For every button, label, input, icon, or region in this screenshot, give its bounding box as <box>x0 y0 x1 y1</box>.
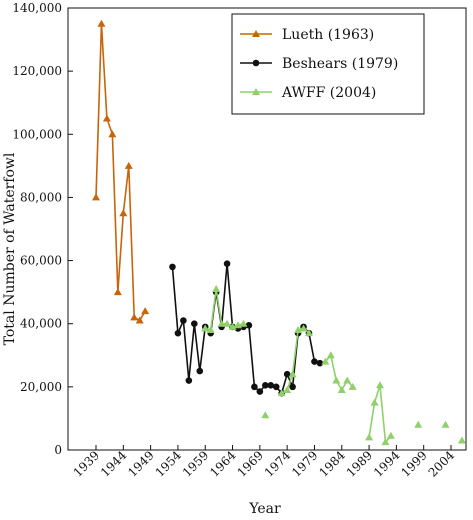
x-tick-label: 1949 <box>125 448 156 479</box>
data-point <box>321 357 330 365</box>
legend-swatch-marker <box>252 59 260 67</box>
y-tick-label: 80,000 <box>20 190 62 204</box>
data-point <box>299 324 308 332</box>
legend-label: AWFF (2004) <box>281 85 376 101</box>
data-point <box>185 377 193 384</box>
x-tick-label: 1999 <box>398 448 429 479</box>
x-tick-label: 1979 <box>289 448 320 479</box>
series-line <box>324 354 354 391</box>
y-tick-label: 140,000 <box>12 1 62 15</box>
data-point <box>261 411 270 419</box>
data-point <box>245 321 253 329</box>
data-point <box>441 420 450 428</box>
x-axis-title: Year <box>248 501 281 517</box>
data-point <box>119 209 128 217</box>
data-point <box>311 358 318 365</box>
data-point <box>370 398 379 406</box>
y-tick-label: 100,000 <box>12 127 62 141</box>
data-point <box>124 161 133 169</box>
data-point <box>141 307 150 315</box>
legend-label: Lueth (1963) <box>282 27 374 43</box>
data-point <box>169 263 176 271</box>
x-tick-label: 1994 <box>371 448 403 480</box>
data-point <box>196 367 204 375</box>
legend-swatch-marker <box>252 30 260 37</box>
data-point <box>386 431 395 439</box>
x-tick-label: 1959 <box>180 448 211 479</box>
data-point <box>108 130 117 138</box>
data-point <box>332 376 341 384</box>
data-point <box>102 114 111 122</box>
legend-swatch-marker <box>252 88 260 95</box>
x-tick-label: 1984 <box>316 448 348 480</box>
data-point <box>337 386 346 394</box>
series-line <box>95 22 146 322</box>
data-point <box>174 329 182 337</box>
legend-label: Beshears (1979) <box>282 56 398 72</box>
data-point <box>206 326 215 334</box>
series-lueth-1963 <box>92 19 150 324</box>
y-tick-label: 20,000 <box>20 380 62 394</box>
plot-frame <box>67 7 467 451</box>
data-point <box>457 436 466 444</box>
series-line <box>368 384 392 443</box>
data-point <box>283 370 291 378</box>
data-point <box>212 284 221 292</box>
series-awff-2004 <box>201 284 466 446</box>
series-beshears-1979 <box>169 260 324 397</box>
x-tick-label: 1944 <box>98 448 130 480</box>
data-point <box>316 359 324 367</box>
x-tick-label: 1974 <box>262 448 294 480</box>
chart-legend: Lueth (1963) Beshears (1979) AWFF (2004) <box>231 13 425 115</box>
data-point <box>277 389 286 397</box>
data-point <box>376 381 384 389</box>
data-point <box>343 376 352 384</box>
data-point <box>365 433 374 441</box>
data-point <box>223 319 232 327</box>
x-tick-label: 1964 <box>207 448 239 480</box>
data-point <box>381 438 390 446</box>
data-point <box>272 383 280 391</box>
data-point <box>97 19 106 27</box>
data-point <box>113 288 122 296</box>
x-tick-label: 2004 <box>426 448 458 480</box>
data-point <box>251 383 258 391</box>
y-tick-label: 60,000 <box>20 254 62 268</box>
data-point <box>217 319 226 327</box>
y-tick-label: 120,000 <box>12 64 62 78</box>
data-point <box>305 329 313 337</box>
y-tick-label: 0 <box>54 443 62 457</box>
data-point <box>289 383 296 391</box>
y-axis-title: Total Number of Waterfowl <box>2 152 18 345</box>
data-point <box>92 193 100 201</box>
data-point <box>239 319 248 327</box>
data-point <box>180 317 187 324</box>
data-point <box>288 370 297 378</box>
data-point <box>267 381 275 389</box>
data-point <box>201 324 210 332</box>
y-tick-label: 40,000 <box>20 317 62 331</box>
data-point <box>348 382 357 390</box>
data-point <box>256 388 264 395</box>
data-point <box>135 316 144 324</box>
data-point <box>283 386 292 394</box>
x-tick-label: 1969 <box>234 448 265 479</box>
x-tick-label: 1989 <box>344 448 375 479</box>
data-point <box>223 260 231 268</box>
legend-box <box>231 13 425 115</box>
x-tick-label: 1954 <box>153 448 185 480</box>
x-tick-label: 1939 <box>71 448 102 479</box>
series-layer <box>92 19 466 446</box>
data-point <box>130 313 139 321</box>
data-point <box>326 351 335 359</box>
data-point <box>262 381 269 389</box>
data-point <box>191 320 198 328</box>
data-point <box>414 420 423 428</box>
